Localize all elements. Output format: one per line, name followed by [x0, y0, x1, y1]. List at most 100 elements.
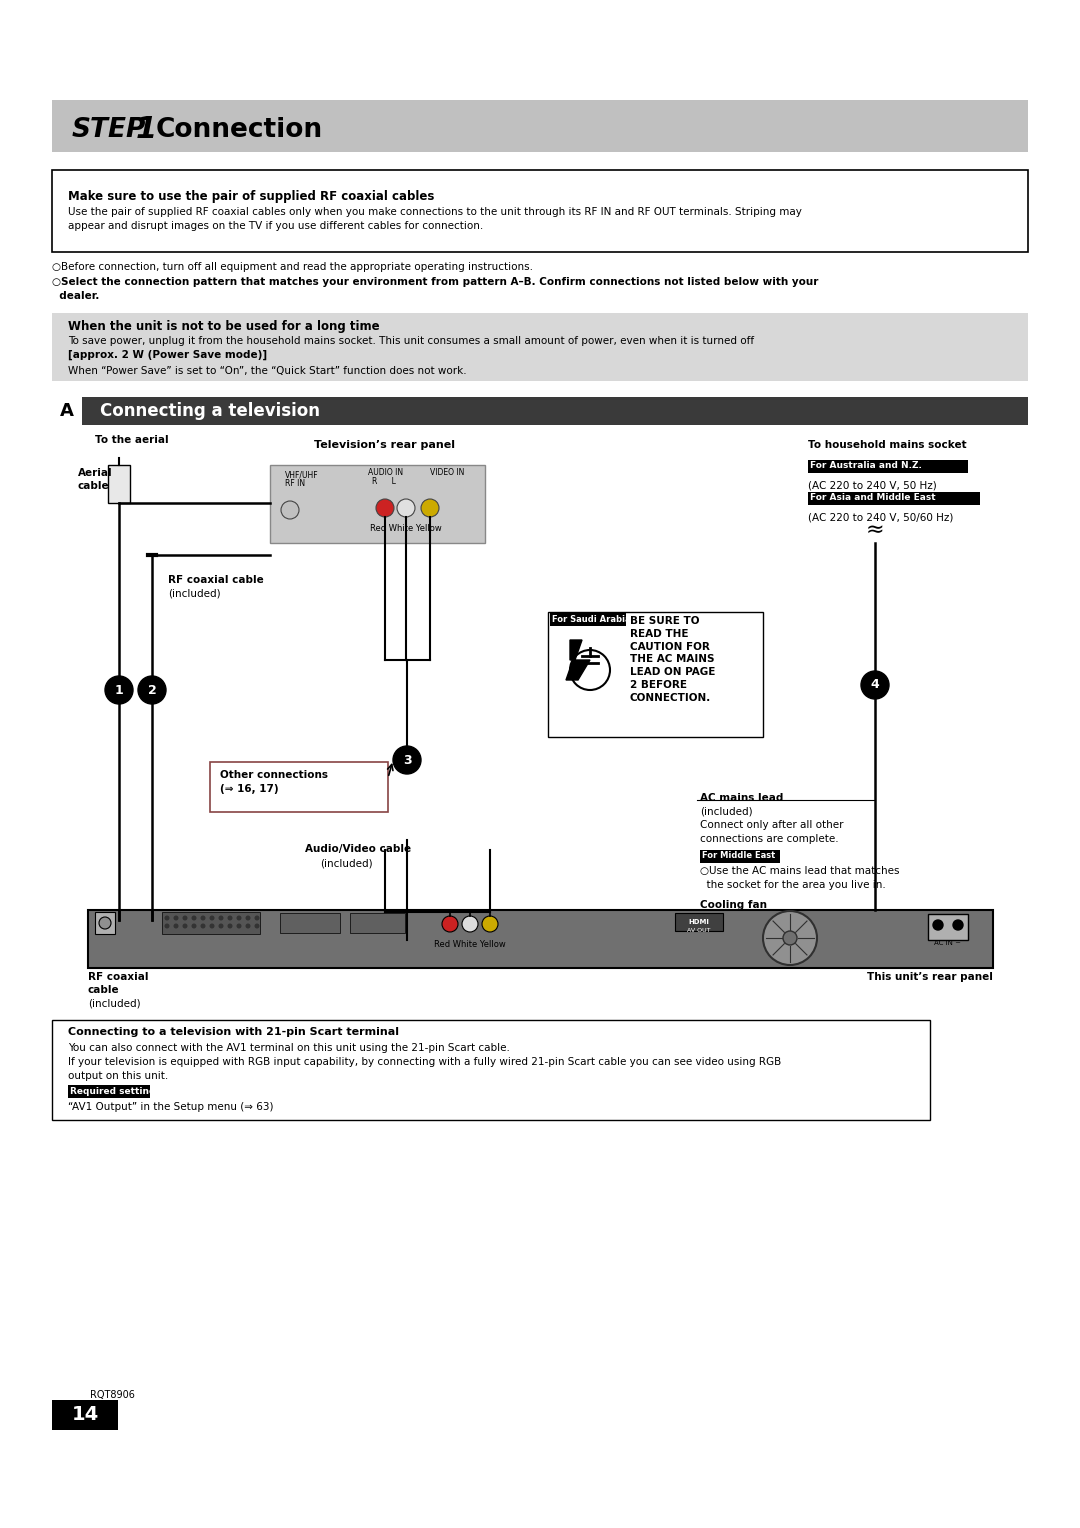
Text: 2: 2 [148, 683, 157, 697]
Text: Connection: Connection [156, 118, 323, 144]
Circle shape [228, 915, 232, 920]
Text: (included): (included) [320, 859, 373, 868]
Circle shape [393, 746, 421, 775]
Text: When the unit is not to be used for a long time: When the unit is not to be used for a lo… [68, 319, 380, 333]
Text: Required setting: Required setting [70, 1086, 156, 1096]
Text: For Asia and Middle East: For Asia and Middle East [810, 494, 935, 503]
Bar [52, 313, 1028, 380]
Text: To household mains socket: To household mains socket [808, 440, 967, 451]
Text: Red White Yellow: Red White Yellow [370, 524, 442, 533]
Bar [52, 397, 82, 425]
Circle shape [421, 500, 438, 516]
Circle shape [237, 923, 242, 929]
Text: Use the pair of supplied RF coaxial cables only when you make connections to the: Use the pair of supplied RF coaxial cabl… [68, 206, 801, 217]
Circle shape [138, 675, 166, 704]
Bar [52, 170, 1028, 252]
Text: 1: 1 [114, 683, 123, 697]
Text: 3: 3 [403, 753, 411, 767]
Text: Audio/Video cable: Audio/Video cable [305, 843, 411, 854]
Text: RF coaxial: RF coaxial [87, 972, 149, 983]
Bar [270, 465, 485, 542]
Bar [52, 99, 1028, 151]
Bar [108, 465, 130, 503]
Text: To the aerial: To the aerial [95, 435, 168, 445]
Text: RQT8906: RQT8906 [90, 1390, 135, 1400]
Text: Connect only after all other: Connect only after all other [700, 821, 843, 830]
Circle shape [174, 915, 178, 920]
Text: You can also connect with the AV1 terminal on this unit using the 21-pin Scart c: You can also connect with the AV1 termin… [68, 1044, 510, 1053]
Text: 4: 4 [870, 678, 879, 692]
Text: When “Power Save” is set to “On”, the “Quick Start” function does not work.: When “Power Save” is set to “On”, the “Q… [68, 367, 467, 376]
Text: AC IN ~: AC IN ~ [934, 940, 961, 946]
Text: ○Select the connection pattern that matches your environment from pattern A–B. C: ○Select the connection pattern that matc… [52, 277, 819, 287]
Text: (AC 220 to 240 V, 50/60 Hz): (AC 220 to 240 V, 50/60 Hz) [808, 512, 954, 523]
Bar [162, 912, 260, 934]
Text: [approx. 2 W (Power Save mode)]: [approx. 2 W (Power Save mode)] [68, 350, 267, 361]
Circle shape [164, 923, 170, 929]
Circle shape [164, 915, 170, 920]
Circle shape [210, 915, 215, 920]
Circle shape [183, 923, 188, 929]
Circle shape [174, 923, 178, 929]
Bar [808, 492, 980, 504]
Text: (included): (included) [700, 805, 753, 816]
Text: For Middle East: For Middle East [702, 851, 775, 860]
Text: Television’s rear panel: Television’s rear panel [314, 440, 456, 451]
Bar [350, 914, 405, 934]
Text: Make sure to use the pair of supplied RF coaxial cables: Make sure to use the pair of supplied RF… [68, 189, 434, 203]
Circle shape [191, 915, 197, 920]
Circle shape [201, 915, 205, 920]
Bar [87, 911, 993, 969]
Text: (⇒ 16, 17): (⇒ 16, 17) [220, 784, 279, 795]
Text: cable: cable [87, 986, 120, 995]
Text: VIDEO IN: VIDEO IN [430, 468, 464, 477]
Circle shape [183, 915, 188, 920]
Text: Connecting a television: Connecting a television [100, 402, 320, 420]
Bar [675, 914, 723, 931]
Circle shape [201, 923, 205, 929]
Bar [700, 850, 780, 863]
Text: cable: cable [78, 481, 110, 490]
Bar [548, 613, 762, 736]
Circle shape [210, 923, 215, 929]
Circle shape [228, 923, 232, 929]
Bar [280, 914, 340, 934]
Text: Connecting to a television with 21-pin Scart terminal: Connecting to a television with 21-pin S… [68, 1027, 399, 1038]
Text: output on this unit.: output on this unit. [68, 1071, 168, 1080]
Text: dealer.: dealer. [52, 290, 99, 301]
Circle shape [255, 915, 259, 920]
Text: BE SURE TO
READ THE
CAUTION FOR
THE AC MAINS
LEAD ON PAGE
2 BEFORE
CONNECTION.: BE SURE TO READ THE CAUTION FOR THE AC M… [630, 616, 715, 703]
Circle shape [245, 915, 251, 920]
Circle shape [191, 923, 197, 929]
Bar [210, 762, 388, 811]
Bar [808, 460, 968, 474]
Circle shape [376, 500, 394, 516]
Text: 14: 14 [71, 1406, 98, 1424]
Circle shape [933, 920, 943, 931]
Circle shape [953, 920, 963, 931]
Text: This unit’s rear panel: This unit’s rear panel [867, 972, 993, 983]
Text: HDMI: HDMI [689, 918, 710, 924]
Text: (included): (included) [87, 998, 140, 1008]
Text: (included): (included) [168, 588, 220, 599]
Text: 1: 1 [136, 116, 158, 145]
Text: For Saudi Arabia: For Saudi Arabia [552, 614, 631, 623]
Circle shape [99, 917, 111, 929]
Text: VHF/UHF: VHF/UHF [285, 471, 319, 478]
Text: (AC 220 to 240 V, 50 Hz): (AC 220 to 240 V, 50 Hz) [808, 480, 936, 490]
Circle shape [281, 501, 299, 520]
Text: Cooling fan: Cooling fan [700, 900, 767, 911]
Bar [68, 1085, 150, 1099]
Circle shape [397, 500, 415, 516]
Bar [550, 626, 626, 735]
Text: “AV1 Output” in the Setup menu (⇒ 63): “AV1 Output” in the Setup menu (⇒ 63) [68, 1102, 273, 1112]
Text: connections are complete.: connections are complete. [700, 834, 839, 843]
Text: A: A [60, 402, 73, 420]
Bar [52, 1400, 118, 1430]
Circle shape [783, 931, 797, 944]
Text: AC mains lead: AC mains lead [700, 793, 783, 804]
Text: ○Before connection, turn off all equipment and read the appropriate operating in: ○Before connection, turn off all equipme… [52, 261, 534, 272]
Text: Aerial: Aerial [78, 468, 112, 478]
Circle shape [255, 923, 259, 929]
Circle shape [218, 915, 224, 920]
